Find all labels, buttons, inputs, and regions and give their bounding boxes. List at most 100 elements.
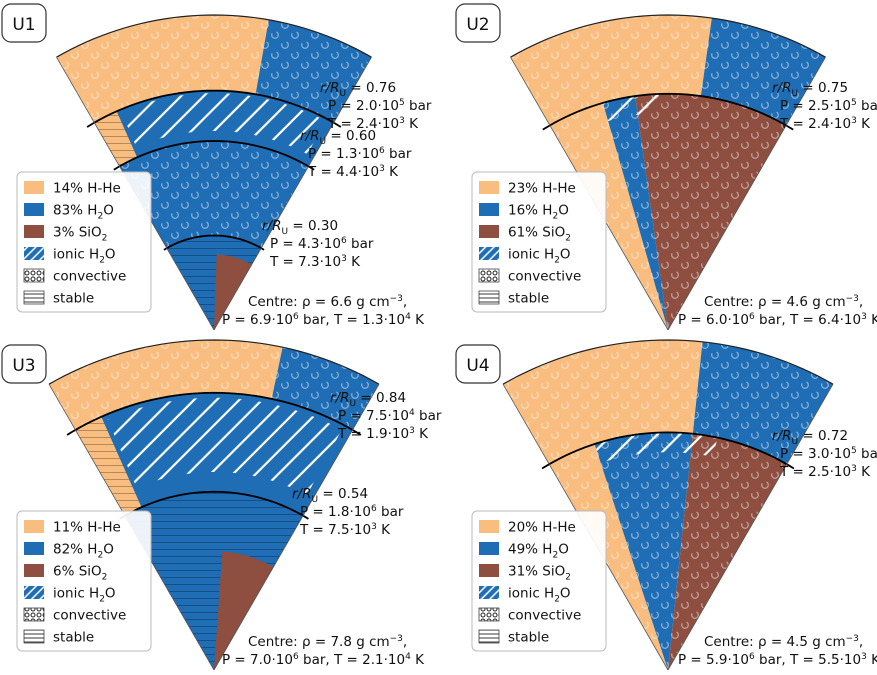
legend-label-convective: convective	[53, 608, 126, 624]
boundary-pressure-text: P = 2.5·105 bar	[780, 98, 877, 114]
centre-label: Centre: ρ = 4.5 g cm−3, P = 5.9·106 bar, …	[678, 634, 877, 668]
legend-label-ionic: ionic H2O	[508, 586, 571, 605]
legend-swatch-rock	[479, 564, 499, 577]
rock-core	[214, 254, 252, 330]
ionic-water-region	[121, 93, 326, 155]
boundary-radius-text: r/RU = 0.30	[262, 218, 338, 237]
boundary-temperature-text: T = 2.4·103 K	[779, 116, 871, 132]
wedge-edge	[667, 57, 826, 331]
wedge-edge	[213, 384, 380, 671]
boundary-label: r/RU = 0.30P = 4.3·106 bar T = 7.3·103 K	[262, 218, 374, 270]
legend-frame	[471, 171, 607, 313]
boundary-radius-text: r/RU = 0.76	[320, 80, 396, 99]
legend-label-stable: stable	[508, 630, 549, 646]
boundary-pressure-text: P = 3.0·105 bar	[780, 446, 877, 462]
legend-swatch-ionic-stripes	[24, 586, 44, 599]
panel-label-box	[1, 344, 47, 384]
legend-label-hhe: 20% H-He	[508, 520, 576, 536]
legend-swatch-convective-pattern	[479, 269, 499, 282]
ionic-water-region	[602, 93, 661, 122]
legend-label-hhe: 11% H-He	[53, 520, 121, 536]
legend-label-rock: 31% SiO2	[508, 564, 571, 583]
panel-label-box	[455, 3, 501, 43]
panel-u1: U1 r/RU = 0.76P = 2.0·105 bar T = 2.4·103 …	[1, 3, 432, 331]
legend-label-convective: convective	[53, 269, 126, 285]
boundary-pressure-text: P = 4.3·106 bar	[270, 236, 374, 252]
centre-density-text: Centre: ρ = 6.6 g cm−3,	[248, 294, 407, 310]
legend-label-ionic: ionic H2O	[53, 247, 116, 266]
ionic-water-region	[594, 432, 718, 463]
legend-swatch-ionic-stripes	[479, 247, 499, 260]
legend-frame	[16, 171, 152, 313]
legend-label-convective: convective	[508, 269, 581, 285]
legend-label-ionic: ionic H2O	[508, 247, 571, 266]
rock-core	[214, 551, 274, 670]
legend-label-hhe: 23% H-He	[508, 181, 576, 197]
layer-boundary-line	[86, 89, 342, 128]
legend-swatch-rock	[479, 225, 499, 238]
boundary-label: r/RU = 0.76P = 2.0·105 bar T = 2.4·103 K	[320, 80, 432, 132]
stable-texture	[124, 491, 304, 670]
boundary-temperature-text: T = 7.5·103 K	[299, 522, 391, 538]
panel-label: U3	[12, 356, 35, 376]
planet-wedge	[56, 15, 372, 330]
panel-label: U4	[466, 356, 489, 376]
stable-texture	[94, 111, 138, 167]
centre-pressure-temperature-text: P = 6.9·106 bar, T = 1.3·104 K	[222, 312, 425, 328]
boundary-radius-text: r/RU = 0.60	[300, 128, 376, 147]
boundary-temperature-text: T = 4.4·103 K	[307, 164, 399, 180]
legend-label-rock: 61% SiO2	[508, 225, 571, 244]
panel-label: U1	[12, 15, 35, 35]
centre-pressure-temperature-text: P = 5.9·106 bar, T = 5.5·103 K	[678, 652, 877, 668]
legend-label-water: 82% H2O	[53, 542, 114, 561]
boundary-pressure-text: P = 2.0·105 bar	[328, 98, 432, 114]
boundary-temperature-text: T = 2.4·103 K	[327, 116, 419, 132]
planet-wedge	[49, 340, 379, 670]
layer-boundary-line	[541, 431, 795, 470]
legend-label-ionic: ionic H2O	[53, 586, 116, 605]
centre-density-text: Centre: ρ = 7.8 g cm−3,	[248, 634, 407, 650]
legend-swatch-water	[24, 542, 44, 555]
convective-texture	[49, 340, 379, 430]
boundary-label: r/RU = 0.54P = 1.8·106 bar T = 7.5·103 K	[292, 486, 404, 538]
panel-u4: U4 r/RU = 0.72P = 3.0·105 bar T = 2.5·103 …	[455, 339, 877, 671]
legend-swatch-stable-pattern	[24, 630, 44, 643]
panel-label-box	[455, 344, 501, 384]
legend-swatch-rock	[24, 564, 44, 577]
boundary-pressure-text: P = 1.8·106 bar	[300, 504, 404, 520]
legend-swatch-water	[479, 542, 499, 555]
legend-swatch-stable-pattern	[479, 291, 499, 304]
boundary-label: r/RU = 0.75P = 2.5·105 bar T = 2.4·103 K	[772, 80, 877, 132]
centre-density-text: Centre: ρ = 4.5 g cm−3,	[704, 634, 863, 650]
legend-label-water: 16% H2O	[508, 203, 569, 222]
boundary-label: r/RU = 0.72P = 3.0·105 bar T = 2.5·103 K	[772, 428, 877, 480]
centre-density-text: Centre: ρ = 4.6 g cm−3,	[704, 294, 863, 310]
boundary-radius-text: r/RU = 0.54	[292, 486, 368, 505]
legend-label-water: 49% H2O	[508, 542, 569, 561]
legend-swatch-water	[24, 203, 44, 216]
legend: 20% H-He 49% H2O 31% SiO2 ionic H2O convecti…	[471, 510, 607, 652]
boundary-radius-text: r/RU = 0.84	[330, 390, 406, 409]
boundary-radius-text: r/RU = 0.72	[772, 428, 848, 447]
outer-surface-line	[510, 14, 826, 58]
legend-swatch-convective-pattern	[24, 608, 44, 621]
legend: 23% H-He 16% H2O 61% SiO2 ionic H2O convecti…	[471, 171, 607, 313]
panel-u2: U2 r/RU = 0.75P = 2.5·105 bar T = 2.4·103 …	[455, 3, 877, 331]
convective-texture	[56, 15, 372, 123]
outer-surface-line	[502, 339, 834, 385]
layer-boundary-line	[119, 490, 309, 520]
convective-texture	[549, 432, 787, 670]
legend-swatch-convective-pattern	[479, 608, 499, 621]
outer-surface-line	[56, 14, 372, 58]
legend-swatch-ionic-stripes	[479, 586, 499, 599]
boundary-temperature-text: T = 7.3·103 K	[269, 254, 361, 270]
legend-label-rock: 6% SiO2	[53, 564, 107, 583]
centre-label: Centre: ρ = 7.8 g cm−3, P = 7.0·106 bar, …	[222, 634, 425, 668]
convective-texture	[503, 340, 833, 465]
centre-pressure-temperature-text: P = 7.0·106 bar, T = 2.1·104 K	[222, 652, 425, 668]
wedge-edge	[213, 57, 372, 331]
boundary-temperature-text: T = 1.9·103 K	[337, 426, 429, 442]
convective-texture	[549, 93, 787, 330]
legend: 14% H-He 83% H2O 3% SiO2 ionic H2O convectiv…	[16, 171, 152, 313]
boundary-pressure-text: P = 7.5·104 bar	[338, 408, 442, 424]
